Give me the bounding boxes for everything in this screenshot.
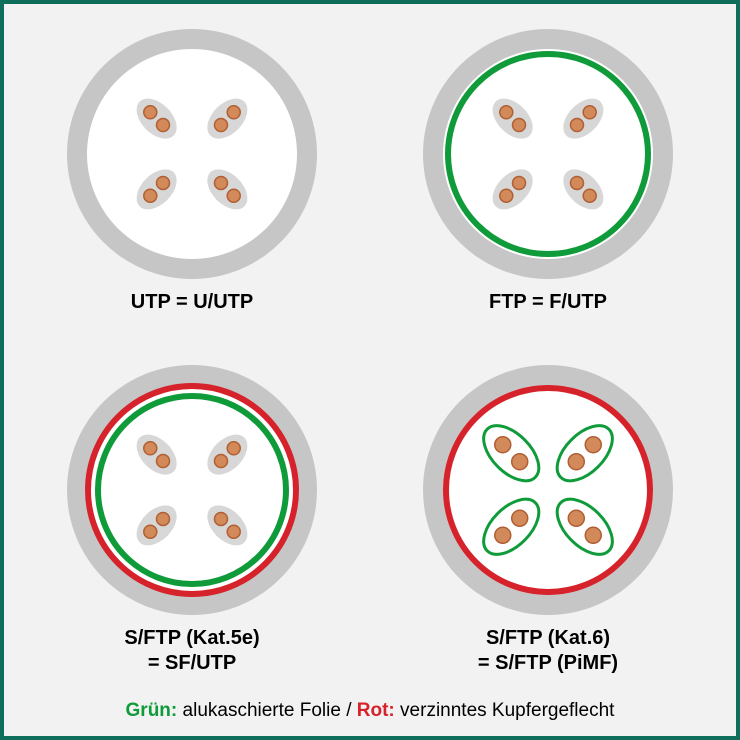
cable-label-ftp: FTP = F/UTP [489,290,607,315]
legend-green-text: alukaschierte Folie / [177,700,357,721]
cable-diagram-ftp [418,24,678,284]
diagram-grid: UTP = U/UTP FTP = F/UTP S/FTP (Kat.5e)= SF… [24,24,716,676]
diagram-frame: UTP = U/UTP FTP = F/UTP S/FTP (Kat.5e)= SF… [0,0,740,740]
cable-label-utp: UTP = U/UTP [131,290,253,315]
cable-cell-ftp: FTP = F/UTP [380,24,716,340]
cable-diagram-utp [62,24,322,284]
cable-cell-sftp5: S/FTP (Kat.5e)= SF/UTP [24,360,360,676]
legend-red-text: verzinntes Kupfergeflecht [395,700,615,721]
cable-label-sftp5: S/FTP (Kat.5e)= SF/UTP [124,626,259,676]
legend-red-label: Rot: [357,700,395,721]
cable-cell-sftp6: S/FTP (Kat.6)= S/FTP (PiMF) [380,360,716,676]
legend-green-label: Grün: [126,700,178,721]
cable-cell-utp: UTP = U/UTP [24,24,360,340]
cable-label-sftp6: S/FTP (Kat.6)= S/FTP (PiMF) [478,626,618,676]
legend: Grün: alukaschierte Folie / Rot: verzinn… [4,700,736,722]
cable-diagram-sftp5 [62,360,322,620]
cable-diagram-sftp6 [418,360,678,620]
